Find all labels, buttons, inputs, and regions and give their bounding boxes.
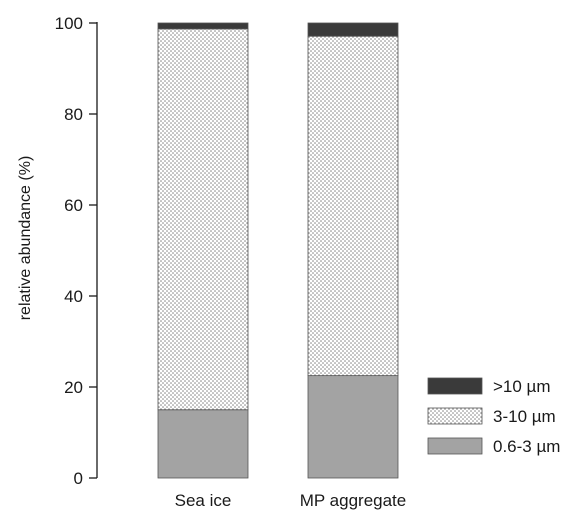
bar-segment-1-0 (307, 375, 399, 479)
x-tick-labels: Sea ice MP aggregate (175, 491, 407, 510)
y-tick-label-0: 0 (74, 469, 83, 488)
y-axis-title: relative abundance (%) (17, 156, 34, 321)
x-tick-label-1: MP aggregate (300, 491, 406, 510)
bar-segment-1-1 (307, 35, 399, 377)
y-tick-label-2: 40 (64, 287, 83, 306)
y-tick-label-5: 100 (55, 14, 83, 33)
bar-segment-0-1 (157, 28, 249, 411)
y-ticks: 0 20 40 60 80 100 (55, 14, 97, 488)
bars-layer (157, 22, 399, 479)
legend-swatch-2 (427, 437, 483, 455)
bar-segment-1-2 (307, 22, 399, 37)
x-tick-label-0: Sea ice (175, 491, 232, 510)
legend-swatch-1 (427, 407, 483, 425)
bar-segment-0-0 (157, 409, 249, 479)
y-tick-label-4: 80 (64, 105, 83, 124)
y-tick-label-1: 20 (64, 378, 83, 397)
legend-label-0: >10 µm (493, 377, 551, 396)
legend: >10 µm 3-10 µm 0.6-3 µm (427, 377, 560, 456)
legend-label-1: 3-10 µm (493, 407, 556, 426)
y-tick-label-3: 60 (64, 196, 83, 215)
legend-swatch-0 (427, 377, 483, 395)
bar-segment-0-2 (157, 22, 249, 30)
legend-label-2: 0.6-3 µm (493, 437, 560, 456)
